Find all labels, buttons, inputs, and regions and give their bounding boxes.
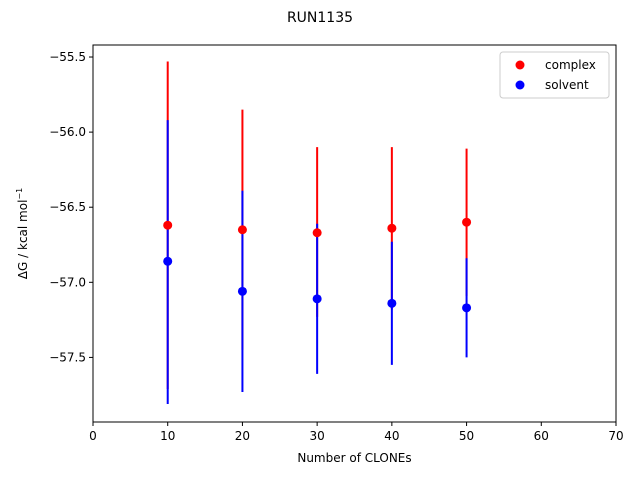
y-axis-label-main: ΔG / kcal mol: [16, 200, 30, 280]
y-tick-label-2: −56.5: [49, 200, 86, 214]
legend: complex solvent: [499, 51, 610, 99]
point-solvent-10: [163, 256, 173, 266]
point-solvent-50: [462, 303, 472, 313]
axes-ticks: 0 10 20 30 40 50 60 70 −55.5 −56.0 −56.5 −57.0 −57.5: [49, 50, 623, 443]
x-tick-label-30: 30: [310, 429, 325, 443]
chart-title: RUN1135: [287, 10, 353, 26]
point-complex-40: [387, 223, 397, 233]
point-solvent-40: [387, 298, 397, 308]
point-complex-10: [163, 220, 173, 230]
x-axis-label: Number of CLONEs: [297, 451, 411, 465]
legend-marker-solvent: [515, 80, 525, 90]
point-complex-20: [237, 225, 247, 235]
x-tick-label-50: 50: [459, 429, 474, 443]
point-complex-30: [312, 228, 322, 238]
legend-label-solvent: solvent: [545, 78, 589, 92]
x-tick-label-10: 10: [160, 429, 175, 443]
plot-area: [163, 61, 472, 404]
y-axis-label: ΔG / kcal mol−1: [15, 188, 30, 279]
y-tick-label-0: −55.5: [49, 50, 86, 64]
x-tick-label-40: 40: [384, 429, 399, 443]
plot-frame: [92, 44, 617, 423]
point-complex-50: [462, 217, 472, 227]
legend-marker-complex: [515, 60, 525, 70]
legend-box: [499, 51, 610, 99]
x-tick-label-0: 0: [89, 429, 97, 443]
point-solvent-30: [312, 294, 322, 304]
point-solvent-20: [237, 286, 247, 296]
x-tick-label-20: 20: [235, 429, 250, 443]
y-axis-label-superscript: −1: [15, 188, 24, 200]
y-tick-label-1: −56.0: [49, 125, 86, 139]
y-tick-label-4: −57.5: [49, 350, 86, 364]
x-tick-label-60: 60: [534, 429, 549, 443]
legend-label-complex: complex: [545, 58, 596, 72]
x-tick-label-70: 70: [608, 429, 623, 443]
y-tick-label-3: −57.0: [49, 275, 86, 289]
